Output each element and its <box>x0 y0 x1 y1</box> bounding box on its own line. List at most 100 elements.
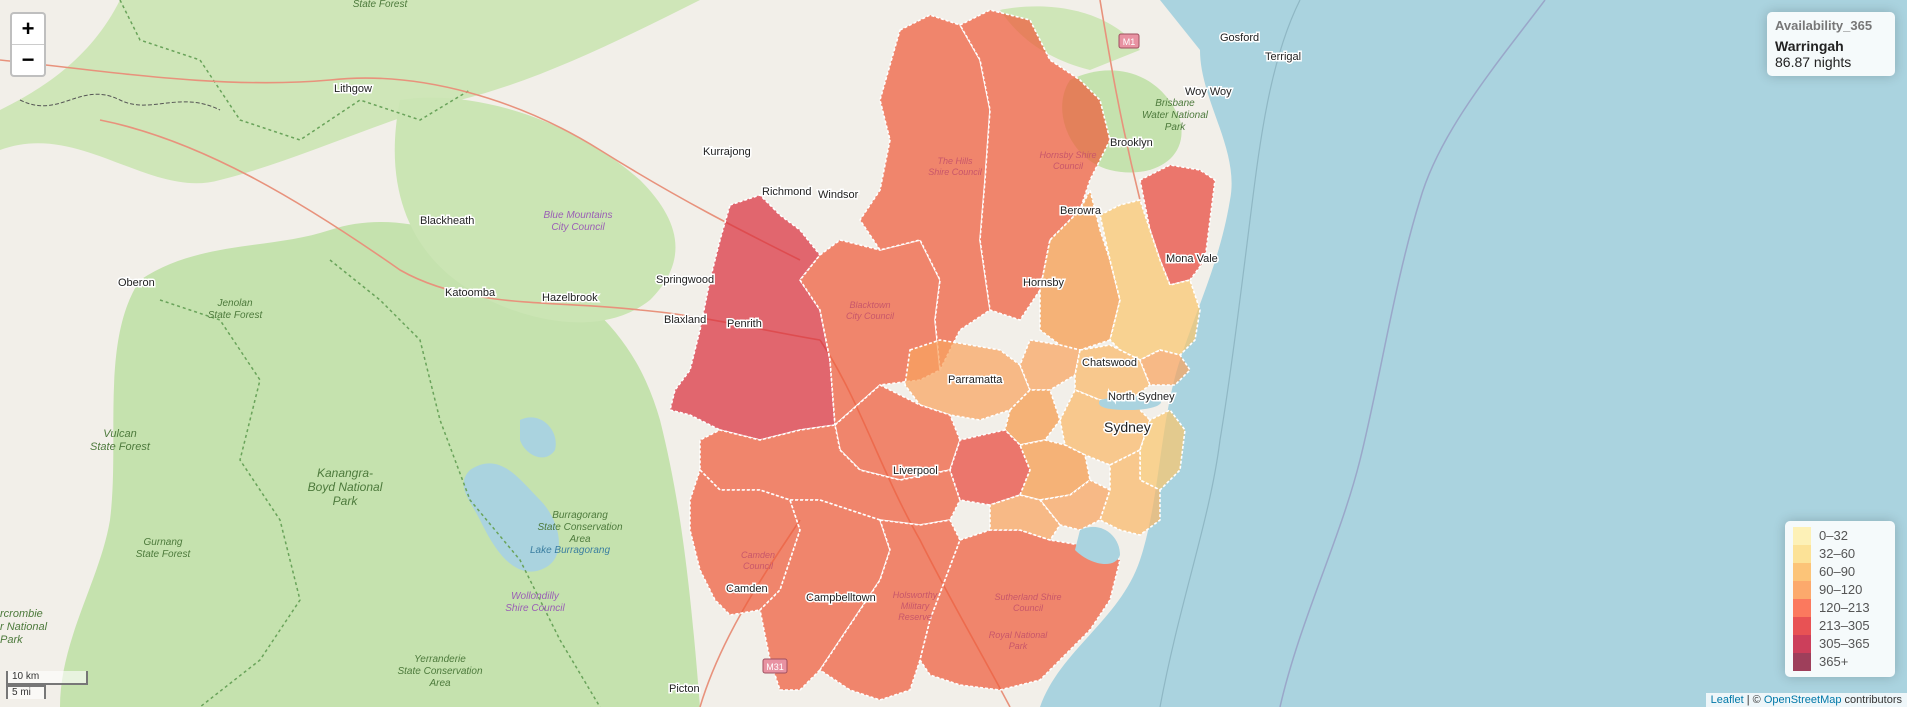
place-brooklyn: Brooklyn <box>1110 137 1153 149</box>
scale-mi: 5 mi <box>6 685 46 699</box>
info-title: Availability_365 <box>1775 18 1873 33</box>
council-camden: Camden Council <box>740 550 776 571</box>
legend-swatch <box>1793 581 1811 599</box>
legend-swatch <box>1793 635 1811 653</box>
legend-swatch <box>1793 653 1811 671</box>
place-sydney: Sydney <box>1104 419 1151 435</box>
council-hills: The Hills Shire Council <box>928 156 982 177</box>
place-terrigal: Terrigal <box>1265 51 1301 63</box>
lga-parramatta <box>904 339 1031 421</box>
attribution-suffix: contributors <box>1841 694 1902 706</box>
park-jenolan: Jenolan State Forest <box>207 298 263 321</box>
park-vulcan: Vulcan State Forest <box>90 428 150 453</box>
legend-swatch <box>1793 545 1811 563</box>
place-north-sydney: North Sydney <box>1108 391 1175 403</box>
park-kanangra: Kanangra- Boyd National Park <box>307 466 383 508</box>
scale-km: 10 km <box>6 671 88 685</box>
park-brisbane-water: Brisbane Water National Park <box>1142 98 1208 133</box>
legend-label: 213–305 <box>1819 618 1870 633</box>
lga-hurstville <box>989 494 1061 541</box>
m1-shield: M1 <box>1118 33 1140 49</box>
info-value: 86.87 nights <box>1775 54 1852 70</box>
park-gurnang: Gurnang State Forest <box>135 537 191 560</box>
place-mona-vale: Mona Vale <box>1166 253 1218 265</box>
legend-label: 90–120 <box>1819 582 1863 597</box>
legend-swatch <box>1793 617 1811 635</box>
park-royal: Royal National Park <box>988 630 1048 651</box>
legend-item: 120–213 <box>1793 599 1887 617</box>
lga-warringah <box>1099 199 1201 361</box>
legend-label: 32–60 <box>1819 546 1856 561</box>
legend-item: 60–90 <box>1793 563 1887 581</box>
place-campbelltown: Campbelltown <box>806 592 876 604</box>
lga-blacktown <box>799 239 941 427</box>
leaflet-link[interactable]: Leaflet <box>1710 694 1744 706</box>
place-gosford: Gosford <box>1220 32 1259 44</box>
place-picton: Picton <box>669 683 700 695</box>
legend-swatch <box>1793 527 1811 545</box>
legend-item: 32–60 <box>1793 545 1887 563</box>
legend-item: 90–120 <box>1793 581 1887 599</box>
place-woy-woy: Woy Woy <box>1185 86 1232 98</box>
place-richmond: Richmond <box>762 186 812 198</box>
legend: 0–32 32–60 60–90 90–120 120–213 213–305 305–36… <box>1785 521 1895 677</box>
legend-label: 305–365 <box>1819 636 1870 651</box>
place-blaxland: Blaxland <box>664 314 706 326</box>
lga-ryde <box>1019 339 1081 391</box>
park-holsworthy: Holsworthy Military Reserve <box>892 590 938 622</box>
legend-item: 365+ <box>1793 653 1887 671</box>
lga-ku-ring-gai <box>1039 187 1121 351</box>
place-penrith: Penrith <box>727 318 762 330</box>
lga-camden <box>689 468 801 616</box>
place-parramatta: Parramatta <box>948 374 1003 386</box>
lga-manly <box>1138 349 1192 386</box>
place-berowra: Berowra <box>1060 205 1102 217</box>
place-windsor: Windsor <box>818 189 859 201</box>
lga-strathfield <box>1004 389 1061 446</box>
place-camden: Camden <box>726 583 768 595</box>
lga-randwick <box>1099 448 1161 536</box>
osm-link[interactable]: OpenStreetMap <box>1763 694 1842 706</box>
lga-rockdale <box>1038 479 1111 531</box>
m31-shield-label: M31 <box>766 662 784 672</box>
zoom-control: + − <box>10 12 46 77</box>
legend-label: 120–213 <box>1819 600 1870 615</box>
place-hornsby: Hornsby <box>1023 277 1064 289</box>
council-hornsby: Hornsby Shire Council <box>1039 150 1097 171</box>
m1-shield-label: M1 <box>1123 37 1136 47</box>
zoom-out-button[interactable]: − <box>21 47 35 72</box>
place-blackheath: Blackheath <box>420 215 474 227</box>
lake-burragorang: Lake Burragorang <box>529 545 611 556</box>
ocean <box>1040 0 1907 707</box>
m31-shield: M31 <box>762 658 788 674</box>
legend-label: 365+ <box>1819 654 1849 669</box>
place-katoomba: Katoomba <box>445 287 496 299</box>
park-abercrombie: rcrombie r National Park <box>0 608 48 646</box>
place-lithgow: Lithgow <box>334 83 372 95</box>
place-kurrajong: Kurrajong <box>703 146 751 158</box>
council-sutherland: Sutherland Shire Council <box>994 592 1062 613</box>
info-panel: Availability_365 Warringah 86.87 nights <box>1767 12 1895 76</box>
attribution: Leaflet | © OpenStreetMap contributors <box>1705 693 1907 707</box>
legend-swatch <box>1793 563 1811 581</box>
place-chatswood: Chatswood <box>1082 357 1137 369</box>
council-blacktown: Blacktown City Council <box>845 300 894 321</box>
park-wollondilly: Wollondilly Shire Council <box>505 591 565 614</box>
legend-item: 213–305 <box>1793 617 1887 635</box>
lga-regions[interactable] <box>669 9 1216 701</box>
park-blue-mountains: Blue Mountains City Council <box>543 210 613 233</box>
lga-holsworthy <box>818 519 961 701</box>
park-state-forest: State Forest <box>352 0 408 10</box>
zoom-in-button[interactable]: + <box>12 14 44 45</box>
scale-bar: 10 km 5 mi <box>6 671 88 699</box>
legend-item: 305–365 <box>1793 635 1887 653</box>
legend-item: 0–32 <box>1793 527 1887 545</box>
legend-swatch <box>1793 599 1811 617</box>
park-yerranderie: Yerranderie State Conservation Area <box>397 654 483 689</box>
info-area-name: Warringah <box>1775 38 1844 54</box>
attribution-separator: | © <box>1743 694 1764 706</box>
place-oberon: Oberon <box>118 277 155 289</box>
lga-campbelltown <box>759 499 891 691</box>
